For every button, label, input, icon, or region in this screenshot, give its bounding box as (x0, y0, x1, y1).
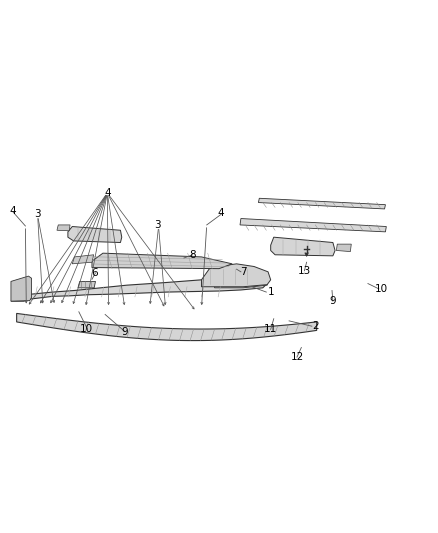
Polygon shape (68, 227, 122, 243)
Polygon shape (92, 253, 232, 269)
Text: 3: 3 (154, 220, 161, 230)
Text: 8: 8 (189, 250, 196, 260)
Text: 4: 4 (218, 208, 225, 218)
Polygon shape (240, 219, 386, 232)
Polygon shape (215, 276, 267, 288)
Text: 6: 6 (91, 268, 98, 278)
Text: 7: 7 (240, 267, 247, 277)
Polygon shape (17, 313, 317, 341)
Text: 12: 12 (290, 352, 304, 362)
Polygon shape (271, 237, 335, 256)
Text: 11: 11 (264, 325, 277, 334)
Polygon shape (258, 198, 385, 209)
Polygon shape (72, 255, 94, 264)
Text: 9: 9 (329, 296, 336, 306)
Text: 4: 4 (10, 206, 17, 215)
Polygon shape (11, 276, 267, 301)
Text: 10: 10 (80, 325, 93, 334)
Text: 3: 3 (34, 209, 41, 219)
Text: 10: 10 (374, 284, 388, 294)
Text: 13: 13 (298, 266, 311, 276)
Polygon shape (11, 276, 32, 301)
Polygon shape (57, 225, 70, 231)
Text: 9: 9 (121, 327, 128, 336)
Text: 4: 4 (104, 188, 111, 198)
Polygon shape (201, 264, 271, 287)
Text: 1: 1 (267, 287, 274, 297)
Polygon shape (336, 244, 351, 252)
Text: 2: 2 (312, 321, 319, 331)
Polygon shape (78, 281, 95, 288)
